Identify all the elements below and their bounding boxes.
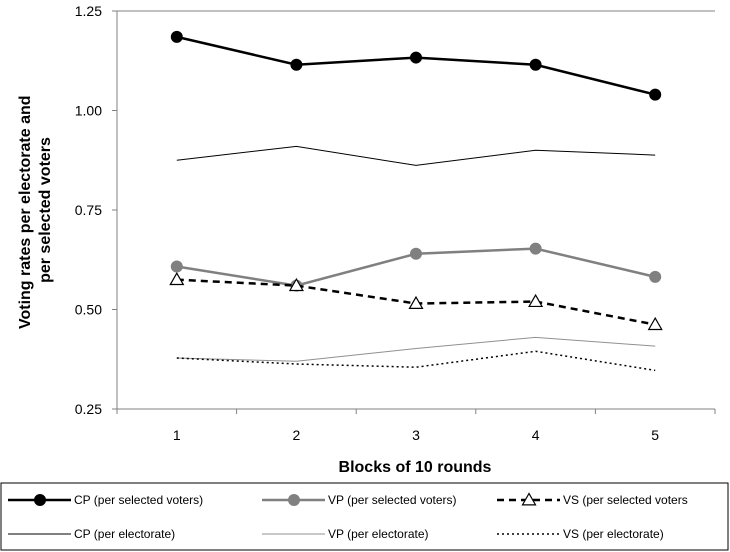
data-point [169,271,185,286]
series-3 [176,145,656,166]
x-tick-label: 3 [412,427,420,443]
legend-item-3: CP (per electorate) [8,527,175,541]
y-tick-label: 1.00 [75,103,102,119]
series-layer [169,30,663,372]
series-1 [170,242,662,292]
data-point [410,51,422,64]
axes: 0.25 0.50 0.75 1.00 1.25 1 2 3 4 5 [75,3,716,443]
legend-item-2: VS (per selected voters [497,492,688,507]
x-tick-label: 2 [293,427,301,443]
legend-item-5: VS (per electorate) [497,527,664,541]
y-axis-title: Voting rates per electorate and per sele… [17,91,54,329]
x-tick-label: 1 [173,427,181,443]
x-axis-title: Blocks of 10 rounds [339,459,492,476]
legend-label: VP (per electorate) [328,527,429,541]
legend-marker [288,494,300,506]
legend-label: CP (per selected voters) [74,493,203,507]
legend: CP (per selected voters) VP (per selected… [0,482,729,551]
y-axis-title-line-1: Voting rates per electorate and [17,95,34,329]
legend-marker [34,494,46,506]
series-line [176,35,656,96]
data-point [170,30,183,43]
data-point [647,316,663,331]
series-line [176,350,656,372]
legend-marker [521,492,537,506]
x-tick-label: 4 [532,427,540,443]
data-point [529,242,542,255]
y-tick-label: 1.25 [75,3,102,19]
legend-label: VS (per electorate) [563,527,664,541]
series-line [176,145,656,166]
data-point [290,58,303,71]
series-0 [170,30,662,101]
data-point [408,295,424,310]
series-4 [176,336,656,362]
data-point [529,58,542,71]
series-5 [176,350,656,372]
y-tick-label: 0.50 [75,302,102,318]
series-2 [169,271,663,331]
legend-label: VS (per selected voters [563,493,688,507]
legend-box [0,482,729,551]
data-point [528,293,544,308]
series-line [176,336,656,362]
legend-item-4: VP (per electorate) [262,527,429,541]
y-axis-title-line-2: per selected voters [37,137,54,283]
y-tick-label: 0.25 [75,401,102,417]
data-point [649,270,662,283]
x-tick-label: 5 [651,427,659,443]
data-point [170,260,183,273]
legend-label: VP (per selected voters) [328,493,457,507]
legend-item-0: CP (per selected voters) [8,493,203,507]
data-point [410,247,422,260]
data-point [649,88,662,101]
legend-label: CP (per electorate) [74,527,175,541]
y-tick-label: 0.75 [75,202,102,218]
data-point [288,277,304,292]
legend-item-1: VP (per selected voters) [262,493,457,507]
